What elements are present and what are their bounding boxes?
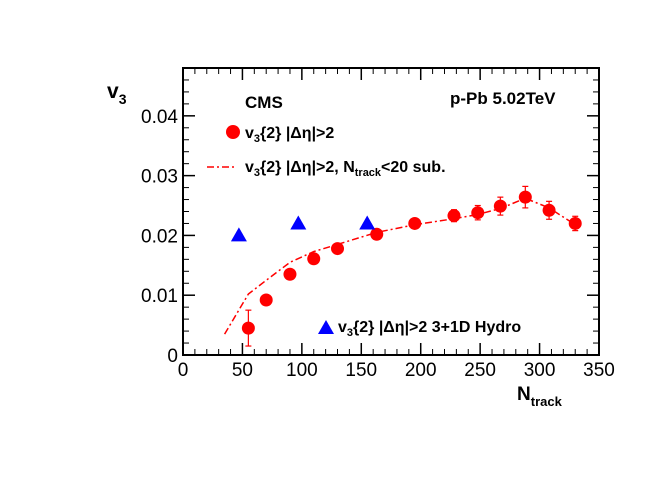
y-tick-label: 0 (167, 346, 178, 367)
legend: v3{2} |Δη|>2 v3{2} |Δη|>2, Ntrack<20 sub… (207, 125, 521, 339)
y-axis-title: v3 (107, 80, 127, 107)
system-label: p-Pb 5.02TeV (450, 89, 556, 108)
x-tick-label: 250 (464, 360, 496, 381)
x-tick-label: 100 (286, 360, 318, 381)
experiment-label: CMS (245, 93, 283, 112)
y-tick-label: 0.03 (141, 167, 178, 188)
x-tick-label: 350 (583, 360, 615, 381)
data-point (493, 199, 507, 213)
data-point (568, 216, 582, 230)
data-point (518, 190, 532, 204)
hydro-triangle-series (230, 215, 376, 242)
axis-ticks (182, 68, 600, 356)
data-point (331, 242, 345, 256)
y-tick-label: 0.04 (141, 107, 178, 128)
data-point (241, 321, 255, 335)
legend-marker-triangle (318, 320, 334, 334)
hydro-point (230, 227, 247, 242)
x-tick-label: 0 (178, 360, 189, 381)
x-tick-label: 200 (405, 360, 437, 381)
data-points-series (241, 185, 582, 347)
x-axis-title-sub: track (531, 394, 563, 409)
legend-label-triangle: v3{2} |Δη|>2 3+1D Hydro (338, 319, 521, 339)
hydro-point (359, 215, 376, 230)
x-tick-label: 300 (524, 360, 556, 381)
y-axis-title-main: v (107, 80, 119, 103)
data-point (471, 206, 485, 220)
legend-label-circles: v3{2} |Δη|>2 (245, 125, 334, 145)
data-point (307, 252, 321, 266)
data-point (447, 209, 461, 223)
data-point (408, 216, 422, 230)
y-tick-label: 0.02 (141, 226, 178, 247)
legend-marker-circle (226, 125, 240, 139)
x-tick-label: 150 (345, 360, 377, 381)
legend-label-dashdot: v3{2} |Δη|>2, Ntrack<20 sub. (245, 159, 446, 179)
data-point (283, 267, 297, 281)
x-axis-title: Ntrack (517, 384, 563, 409)
y-tick-label: 0.01 (141, 286, 178, 307)
data-point (370, 227, 384, 241)
data-point (259, 293, 273, 307)
data-point (542, 203, 556, 217)
subtracted-line (223, 197, 576, 335)
subtracted-line-series (223, 197, 576, 335)
axis-tick-labels: 0 50 100 150 200 250 300 350 0 0.01 0.02 0.03 0.04 (141, 107, 615, 381)
x-axis-title-main: N (517, 384, 531, 405)
x-tick-label: 50 (232, 360, 253, 381)
hydro-point (290, 215, 307, 230)
y-axis-title-sub: 3 (119, 91, 127, 107)
